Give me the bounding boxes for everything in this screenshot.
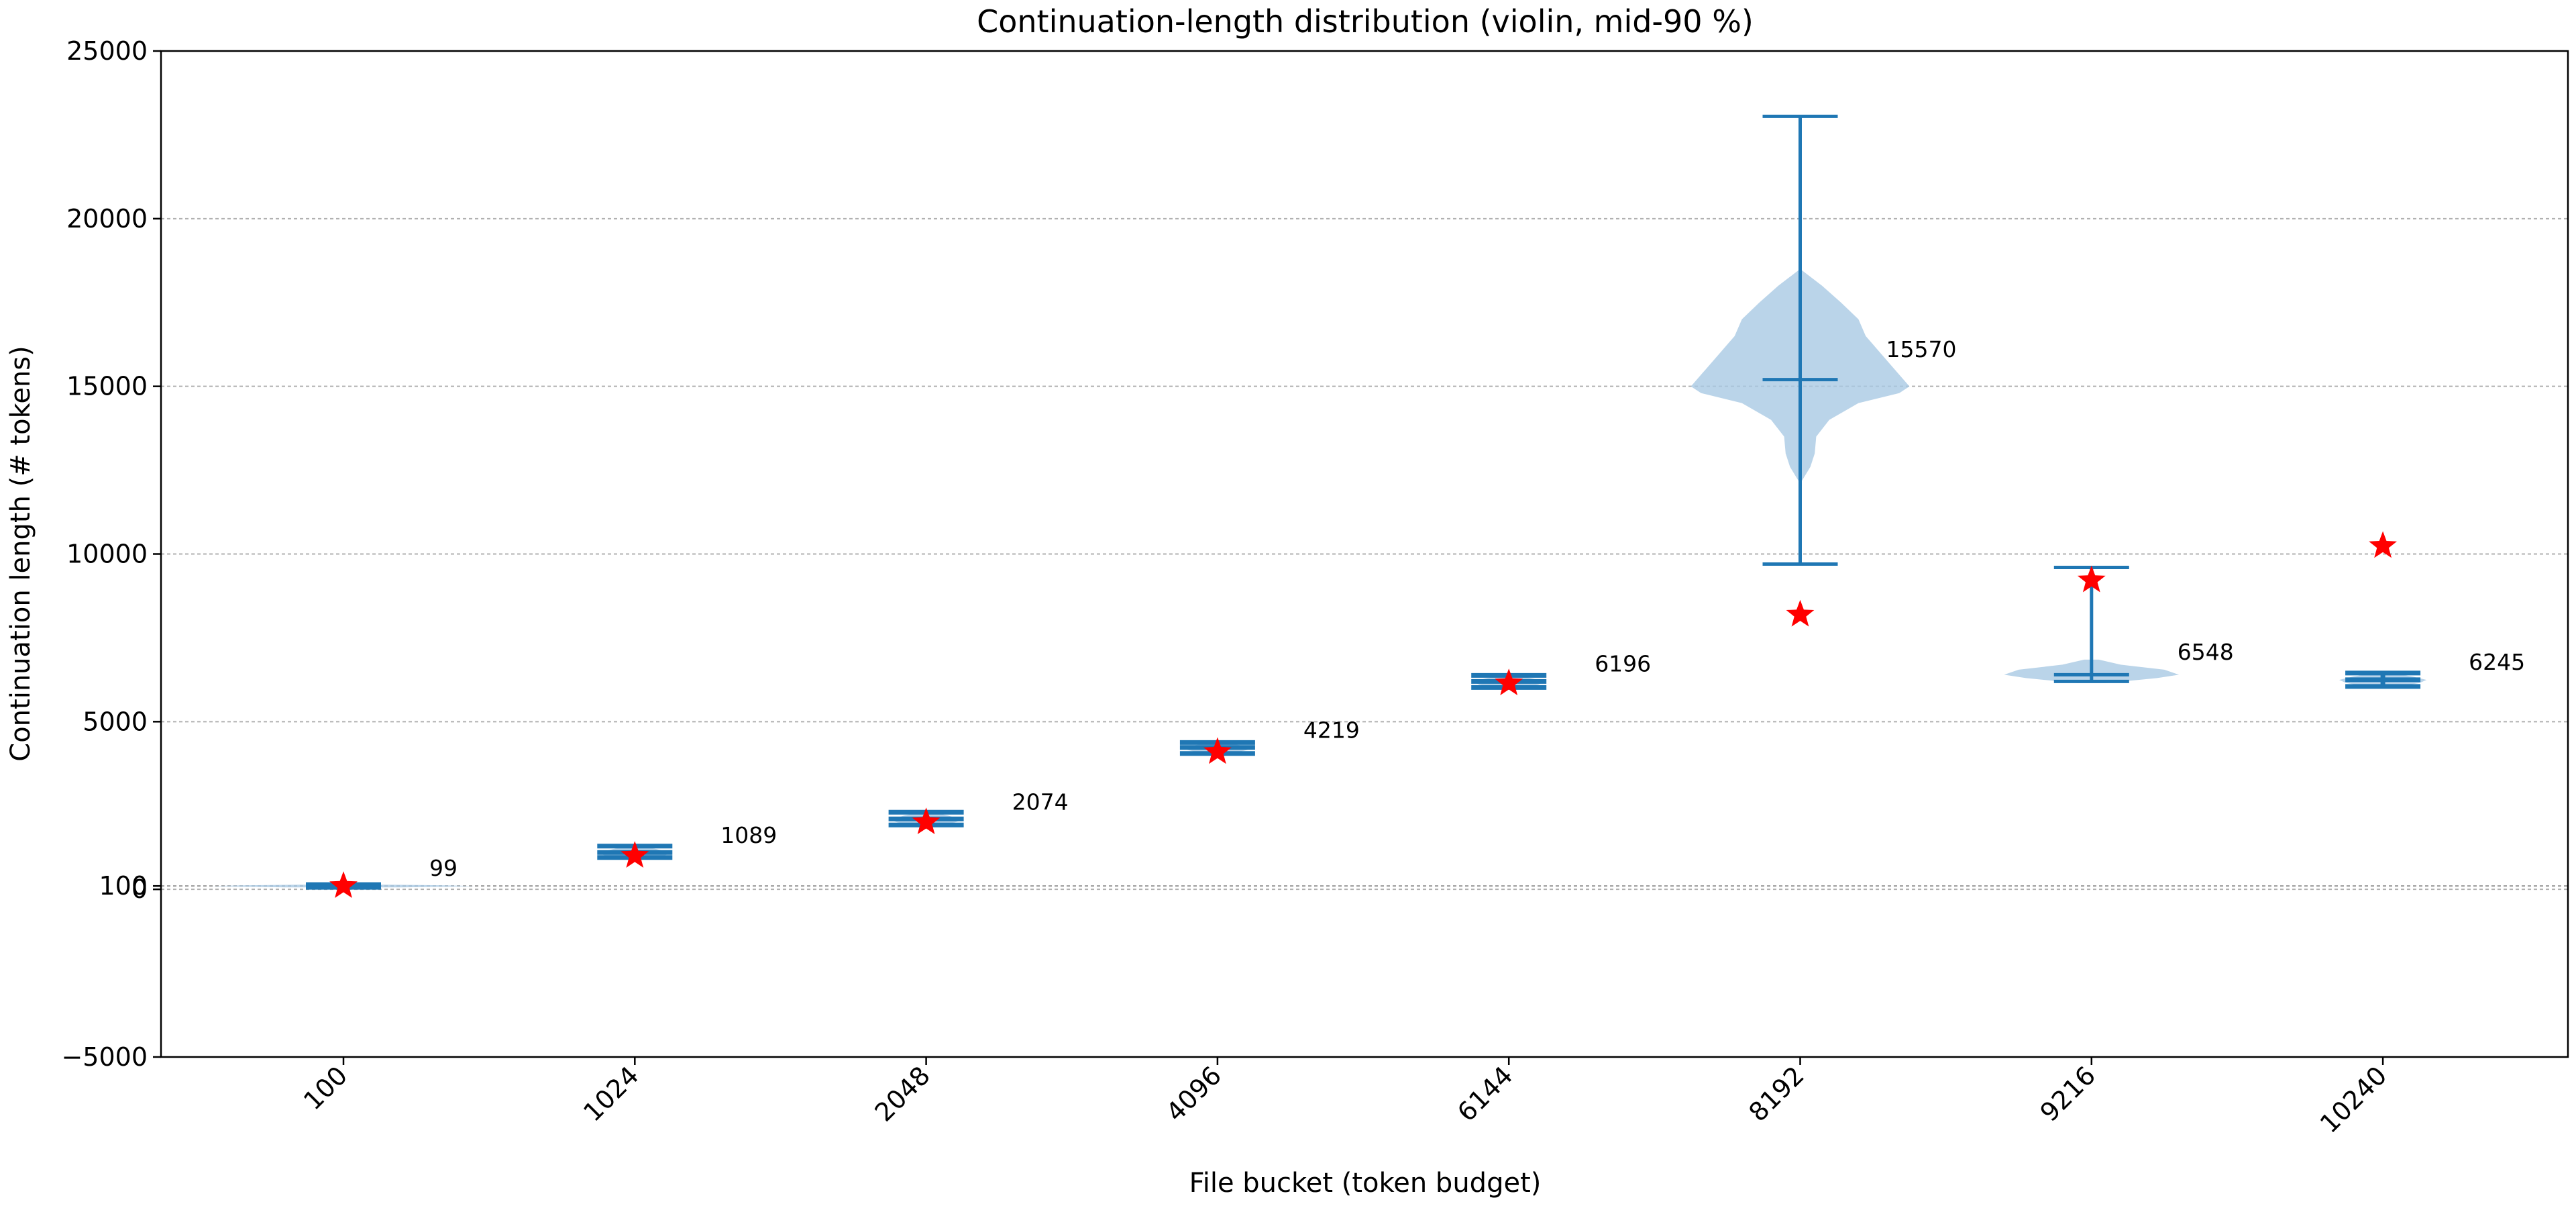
star-marker: [621, 841, 649, 868]
star-marker: [2369, 531, 2397, 558]
violin-group: [2004, 565, 2180, 683]
y-tick-label: 10000: [66, 540, 148, 569]
median-label: 2074: [1012, 789, 1069, 815]
x-axis: 100 1024 2048 4096 6144 8192 9216 10240: [298, 1057, 2393, 1139]
star-marker: [329, 871, 358, 898]
violin-group: [2339, 670, 2427, 689]
y-tick-label: 20000: [66, 204, 148, 234]
x-axis-label: File bucket (token budget): [1189, 1168, 1542, 1199]
chart-title: Continuation-length distribution (violin…: [977, 3, 1754, 40]
x-tick-label: 10240: [2314, 1060, 2393, 1139]
median-label: 6245: [2469, 649, 2525, 675]
x-tick-label: 4096: [1161, 1060, 1228, 1127]
x-tick-label: 2048: [869, 1060, 936, 1127]
star-markers: [329, 531, 2397, 898]
y-axis: −5000 0 5000 10000 15000 20000 25000 100: [61, 36, 161, 1072]
x-tick-label: 8192: [1743, 1060, 1810, 1127]
x-tick-label: 1024: [578, 1060, 645, 1127]
x-tick-label: 9216: [2035, 1060, 2102, 1127]
violins: [212, 114, 2427, 890]
y-axis-label: Continuation length (# tokens): [5, 346, 36, 761]
median-label: 99: [429, 855, 458, 881]
median-label: 15570: [1886, 336, 1957, 362]
x-tick-label: 6144: [1452, 1060, 1519, 1127]
grid-lines: [161, 217, 2568, 891]
star-marker: [912, 807, 941, 834]
median-label: 4219: [1303, 717, 1360, 743]
y-tick-label: −5000: [61, 1042, 148, 1072]
star-marker: [1495, 668, 1523, 695]
y-tick-label: 0: [131, 874, 148, 904]
y-tick-label: 5000: [83, 707, 148, 736]
y-tick-label: 15000: [66, 372, 148, 401]
star-marker: [2077, 565, 2106, 593]
median-label: 6196: [1595, 651, 1651, 677]
star-marker: [1786, 599, 1815, 627]
median-labels: 99 1089 2074 4219 6196 15570 6548 6245: [429, 336, 2525, 881]
median-label: 6548: [2178, 639, 2234, 665]
x-tick-label: 100: [298, 1060, 353, 1115]
star-marker: [1203, 737, 1232, 764]
y-tick-label: 100: [99, 871, 148, 901]
y-tick-label: 25000: [66, 36, 148, 66]
median-label: 1089: [720, 822, 777, 848]
violin-group: [1690, 114, 1910, 566]
